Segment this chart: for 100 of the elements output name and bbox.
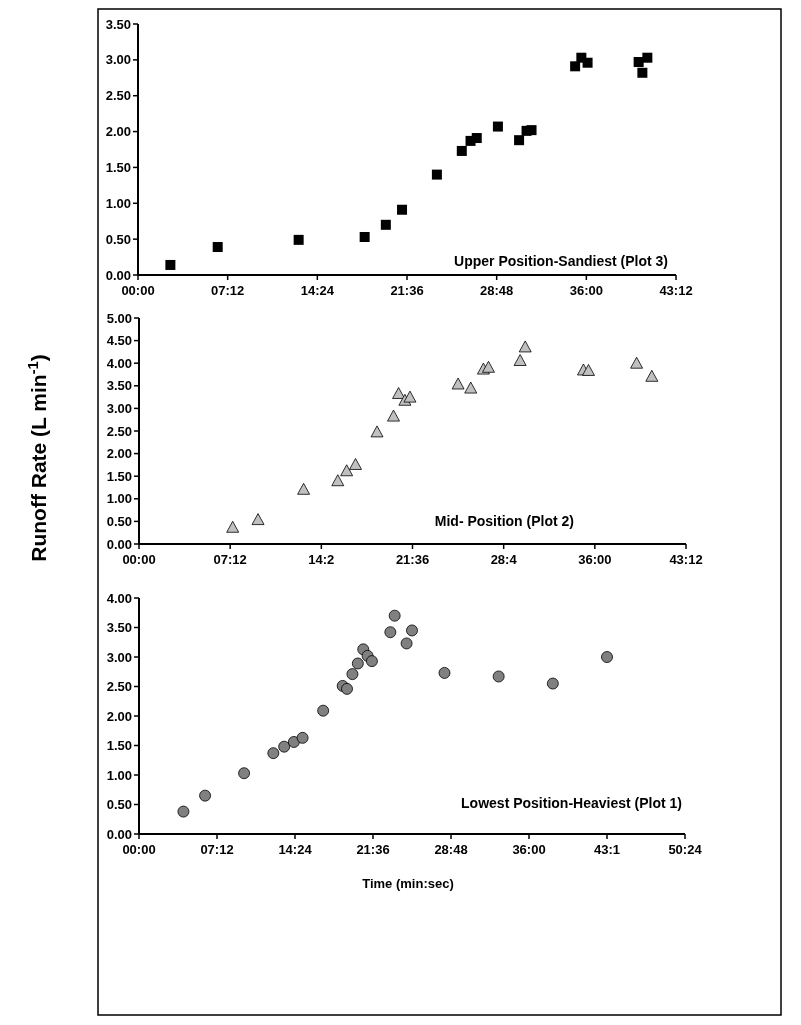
y-tick-label: 1.00 [105,195,131,211]
y-tick-label: 0.50 [105,231,131,247]
point [546,677,559,690]
point [514,135,525,146]
point [387,409,400,422]
point [331,474,345,487]
x-tick-label: 21:36 [356,842,390,857]
point [388,609,401,622]
x-tick-label: 43:12 [659,283,693,298]
y-tick-label: 0.00 [106,826,132,842]
x-tick-label: 21:36 [390,283,424,298]
point [397,204,408,215]
point [406,624,418,637]
x-tick-label: 14:2 [308,552,335,567]
point [366,655,378,668]
x-tick-label: 36:00 [569,283,603,298]
point [370,425,384,438]
point [341,682,353,695]
y-tick-label: 3.50 [105,16,131,32]
x-tick-label: 14:24 [278,842,313,857]
x-tick-label: 14:24 [300,283,335,298]
point [293,234,304,245]
point [492,121,503,132]
y-tick-label: 0.00 [106,536,132,552]
point [340,464,354,477]
annotation: Mid- Position (Plot 2) [434,513,574,529]
y-tick-label: 3.00 [106,649,132,665]
y-tick-label: 1.00 [106,767,132,783]
point [177,805,190,818]
point [297,482,311,495]
point [400,637,413,650]
x-tick-label: 43:12 [669,552,703,567]
point [582,364,595,376]
x-tick-label: 21:36 [395,552,430,567]
point [317,704,330,717]
point [582,57,593,68]
y-tick-label: 1.50 [105,159,131,175]
x-tick-label: 00:00 [121,283,155,298]
x-tick-label: 07:12 [213,552,247,567]
point [456,145,467,156]
point [199,789,211,802]
point [513,354,527,366]
point [464,381,478,394]
point [384,626,397,639]
point [251,513,265,525]
point [349,458,362,470]
y-tick-label: 2.50 [106,679,132,695]
y-tick-label: 1.50 [106,468,132,484]
y-tick-label: 5.00 [106,310,132,326]
x-tick-label: 28:48 [434,842,468,857]
point [637,67,648,78]
x-tick-label: 00:00 [122,552,156,567]
y-tick-label: 3.50 [106,378,132,394]
point [351,657,364,670]
point [226,520,240,533]
x-tick-label: 28:48 [480,283,514,298]
y-tick-label: 1.50 [106,738,132,754]
point [645,369,659,382]
y-tick-label: 3.50 [106,620,132,636]
point [380,219,391,230]
y-tick-label: 2.50 [106,423,132,439]
point [518,340,532,353]
y-tick-label: 1.00 [106,491,132,507]
x-tick-label: 43:1 [593,842,621,857]
annotation: Lowest Position-Heaviest (Plot 1) [461,795,682,811]
y-tick-label: 2.00 [106,708,132,724]
y-tick-label: 0.00 [105,267,131,283]
point [451,377,465,390]
point [359,231,370,242]
point [296,731,309,744]
y-tick-label: 2.50 [105,88,131,104]
x-axis-title: Time (min:sec) [362,876,454,891]
point [403,390,417,403]
point [471,133,482,144]
point [492,670,505,683]
y-tick-label: 4.00 [106,355,132,371]
x-tick-label: 07:12 [200,842,234,857]
x-tick-label: 50:24 [668,842,703,857]
y-tick-label: 0.50 [106,513,132,529]
y-tick-label: 0.50 [106,797,132,813]
y-tick-label: 3.00 [106,400,132,416]
point [431,169,442,180]
y-tick-label: 4.00 [106,590,132,606]
point [642,52,653,63]
point [438,667,451,679]
point [267,747,280,760]
x-tick-label: 28:4 [490,552,518,567]
point [392,387,405,399]
point [346,668,359,681]
y-tick-label: 2.00 [105,124,131,140]
annotation: Upper Position-Sandiest (Plot 3) [454,253,668,269]
x-tick-label: 36:00 [512,842,546,857]
x-tick-label: 00:00 [122,842,156,857]
point [212,242,223,253]
point [482,360,495,373]
point [288,736,300,748]
y-tick-label: 4.50 [106,333,132,349]
point [238,767,250,780]
x-tick-label: 07:12 [211,283,245,298]
point [278,740,291,753]
